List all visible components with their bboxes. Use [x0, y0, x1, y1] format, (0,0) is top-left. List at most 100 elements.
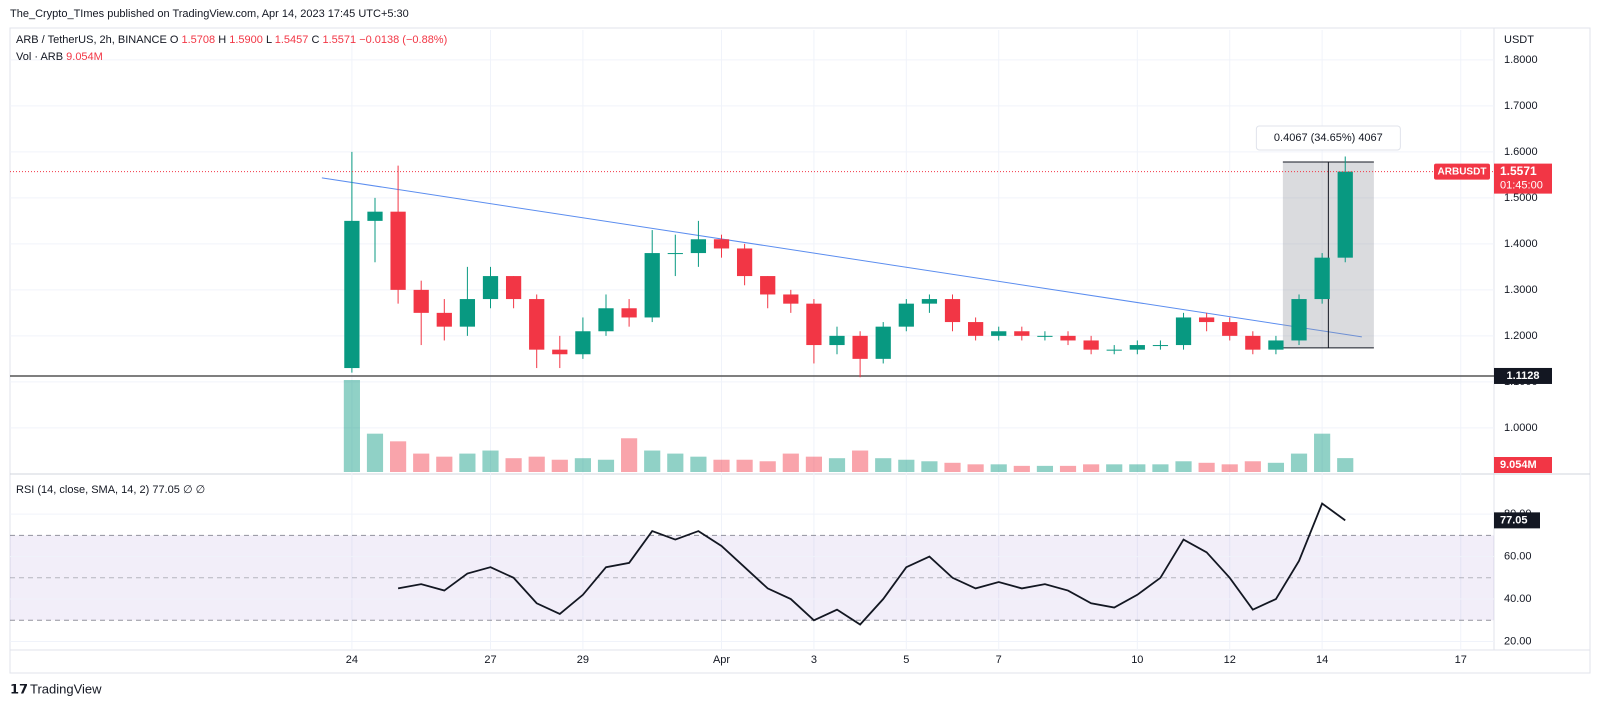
volume-bar [621, 438, 638, 472]
volume-bar [828, 458, 846, 472]
candle-body [529, 299, 545, 350]
candle-body [875, 326, 891, 359]
y-tick-label: 1.4000 [1504, 238, 1538, 250]
candle-body [736, 248, 753, 277]
legend-item: 77.05 [152, 484, 180, 496]
volume-bar [644, 450, 661, 472]
volume-bar [921, 461, 938, 472]
candle-body [367, 211, 383, 221]
candle-body [413, 289, 429, 313]
volume-bar [967, 464, 984, 472]
candle-body [991, 331, 1007, 336]
volume-bar [505, 458, 522, 472]
candle-body [1060, 335, 1076, 341]
candle-body [644, 253, 660, 318]
x-tick-label: 17 [1455, 654, 1467, 666]
candle-body [690, 239, 707, 254]
symbol-tag: ARBUSDT [1438, 166, 1487, 177]
countdown: 01:45:00 [1500, 180, 1543, 192]
candle-body [1129, 345, 1145, 350]
legend-item: L [266, 34, 272, 46]
candle-body [1152, 345, 1169, 347]
candle-body [898, 303, 914, 327]
candle-body [1175, 317, 1192, 346]
publisher: The_Crypto_TImes published on TradingVie… [10, 8, 409, 20]
candle-body [760, 276, 776, 295]
volume-bar [898, 459, 915, 472]
volume-bar [713, 459, 730, 472]
legend-item: 9.054M [66, 51, 103, 63]
candle-body [482, 276, 499, 300]
rsi-tag: 77.05 [1500, 514, 1528, 526]
x-tick-label: 7 [996, 654, 1002, 666]
candle-body [921, 299, 938, 304]
x-tick-label: 27 [484, 654, 496, 666]
volume-bar [1175, 461, 1192, 472]
volume-bar [459, 453, 476, 472]
volume-bar [528, 456, 545, 472]
candle-body [944, 299, 961, 323]
x-tick-label: 10 [1131, 654, 1143, 666]
volume-bar [343, 380, 360, 472]
trend-line [321, 177, 1362, 338]
candle-body [829, 335, 845, 346]
volume-bar [574, 458, 591, 472]
volume-bar [1337, 458, 1354, 472]
candle-body [344, 220, 360, 369]
candle-body [967, 322, 984, 336]
volume-bar [805, 456, 822, 472]
rsi-line [397, 502, 1346, 626]
volume-bar [736, 459, 753, 472]
volume-bar [690, 456, 707, 472]
candle-body [598, 308, 614, 332]
volume-bar [782, 453, 799, 472]
volume-bar [1129, 464, 1146, 472]
candle-body [1106, 349, 1122, 351]
volume-bar [1244, 461, 1261, 472]
legend-row: RSI (14, close, SMA, 14, 2) 77.05 ∅ ∅ [16, 484, 205, 496]
price-tag-bg [1494, 163, 1552, 194]
volume-bar [551, 459, 568, 472]
legend-item: ARB / TetherUS, 2h, BINANCE [16, 34, 167, 46]
y-tick-label: 1.3000 [1504, 284, 1538, 296]
volume-bar [366, 433, 384, 472]
volume-tag: 9.054M [1500, 459, 1537, 471]
volume-bar [1083, 464, 1100, 472]
legend-item: Vol · ARB [16, 51, 63, 63]
rsi-tick-label: 60.00 [1504, 550, 1532, 562]
candle-body [575, 331, 591, 355]
volume-bar [944, 462, 961, 472]
volume-bar [597, 459, 615, 472]
y-tick-label: 1.2000 [1504, 330, 1538, 342]
candle-body [1083, 340, 1099, 350]
candle-body [1337, 171, 1353, 258]
legend-item: C [311, 34, 319, 46]
y-tick-label: 1.8000 [1504, 54, 1538, 66]
volume-bar [759, 461, 776, 472]
candle-body [1268, 340, 1284, 350]
candle-body [1199, 317, 1215, 323]
volume-bar [1036, 465, 1054, 472]
y-tick-label: 1.0000 [1504, 422, 1538, 434]
candle-body [1314, 257, 1330, 300]
candle-body [505, 276, 522, 300]
rsi-tick-label: 20.00 [1504, 635, 1532, 647]
measure-label: 0.4067 (34.65%) 4067 [1274, 132, 1383, 144]
candle-body [667, 253, 683, 255]
x-tick-label: 12 [1224, 654, 1236, 666]
volume-bar [436, 456, 453, 472]
symbol-tag-bg [1434, 163, 1490, 180]
volume-bar [1267, 462, 1285, 472]
candle-body [390, 211, 406, 290]
y-tick-label: 1.5000 [1504, 192, 1538, 204]
currency: USDT [1504, 34, 1534, 46]
candle-body [459, 299, 476, 327]
volume-bar [1059, 465, 1077, 472]
volume-bar [1290, 453, 1308, 472]
x-tick-label: 29 [577, 654, 589, 666]
candle-body [783, 294, 799, 304]
volume-bar [390, 441, 407, 472]
candle-body [1245, 335, 1261, 350]
legend-item: ∅ ∅ [183, 484, 205, 496]
volume-bar [1198, 462, 1215, 472]
